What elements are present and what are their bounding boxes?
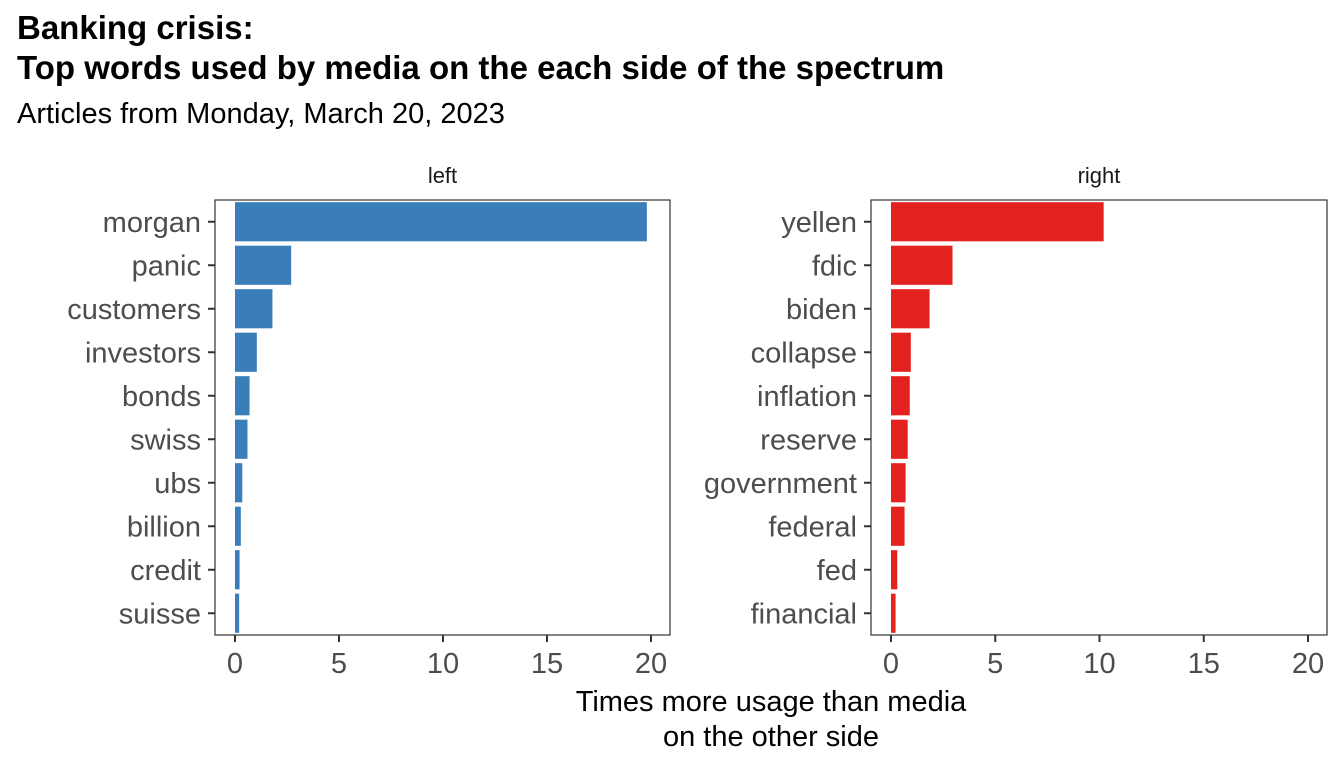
y-label-credit: credit xyxy=(130,555,201,587)
y-label-collapse: collapse xyxy=(751,337,857,369)
panel-right: right yellen fdic biden collapse inflation res… xyxy=(704,163,1328,680)
y-label-biden: biden xyxy=(786,294,857,326)
y-label-reserve: reserve xyxy=(760,424,857,456)
y-label-investors: investors xyxy=(85,337,201,369)
x-tick-label-right-5: 5 xyxy=(987,648,1003,680)
bar-left-ubs xyxy=(235,463,243,503)
y-label-swiss: swiss xyxy=(130,424,201,456)
y-label-bonds: bonds xyxy=(122,381,201,413)
y-label-fdic: fdic xyxy=(812,250,857,282)
y-label-suisse: suisse xyxy=(119,598,201,630)
bar-left-swiss xyxy=(235,419,248,459)
panel-label-right: right xyxy=(1078,163,1121,188)
bar-left-suisse xyxy=(235,593,240,633)
y-label-customers: customers xyxy=(67,294,201,326)
bar-right-fed xyxy=(891,550,898,590)
y-label-billion: billion xyxy=(127,511,201,543)
y-label-morgan: morgan xyxy=(103,207,201,239)
panel-left: left morgan panic customers investors bonds sw… xyxy=(67,163,671,680)
bar-left-investors xyxy=(235,332,257,372)
y-label-yellen: yellen xyxy=(781,207,857,239)
bar-right-biden xyxy=(891,289,930,329)
bar-left-bonds xyxy=(235,376,250,416)
panel-label-left: left xyxy=(428,163,457,188)
y-label-fed: fed xyxy=(817,555,857,587)
bar-right-collapse xyxy=(891,332,911,372)
y-label-financial: financial xyxy=(751,598,857,630)
x-tick-label-left-15: 15 xyxy=(531,648,563,680)
bar-left-panic xyxy=(235,245,292,285)
y-label-federal: federal xyxy=(768,511,857,543)
x-tick-label-left-10: 10 xyxy=(427,648,459,680)
x-tick-label-right-20: 20 xyxy=(1292,648,1324,680)
title-line-2: Top words used by media on the each side… xyxy=(17,49,945,86)
bar-right-fdic xyxy=(891,245,953,285)
y-label-panic: panic xyxy=(132,250,201,282)
x-tick-label-left-20: 20 xyxy=(635,648,667,680)
bar-left-morgan xyxy=(235,202,647,242)
x-axis-title-line-1: Times more usage than media xyxy=(576,686,967,718)
x-tick-label-right-15: 15 xyxy=(1188,648,1220,680)
title-line-1: Banking crisis: xyxy=(17,9,254,46)
bar-left-billion xyxy=(235,506,241,546)
x-tick-label-right-10: 10 xyxy=(1083,648,1115,680)
x-tick-label-left-0: 0 xyxy=(227,648,243,680)
bar-left-customers xyxy=(235,289,273,329)
bar-right-government xyxy=(891,463,906,503)
x-axis-title-line-2: on the other side xyxy=(663,721,879,753)
bar-right-reserve xyxy=(891,419,908,459)
bar-right-yellen xyxy=(891,202,1104,242)
chart-subtitle: Articles from Monday, March 20, 2023 xyxy=(17,98,505,130)
x-tick-label-left-5: 5 xyxy=(331,648,347,680)
y-label-ubs: ubs xyxy=(154,468,201,500)
bar-right-financial xyxy=(891,593,896,633)
bar-right-inflation xyxy=(891,376,910,416)
x-tick-label-right-0: 0 xyxy=(883,648,899,680)
y-label-government: government xyxy=(704,468,857,500)
y-label-inflation: inflation xyxy=(757,381,857,413)
bar-left-credit xyxy=(235,550,240,590)
chart-title: Banking crisis: Top words used by media … xyxy=(17,8,944,88)
bar-right-federal xyxy=(891,506,905,546)
